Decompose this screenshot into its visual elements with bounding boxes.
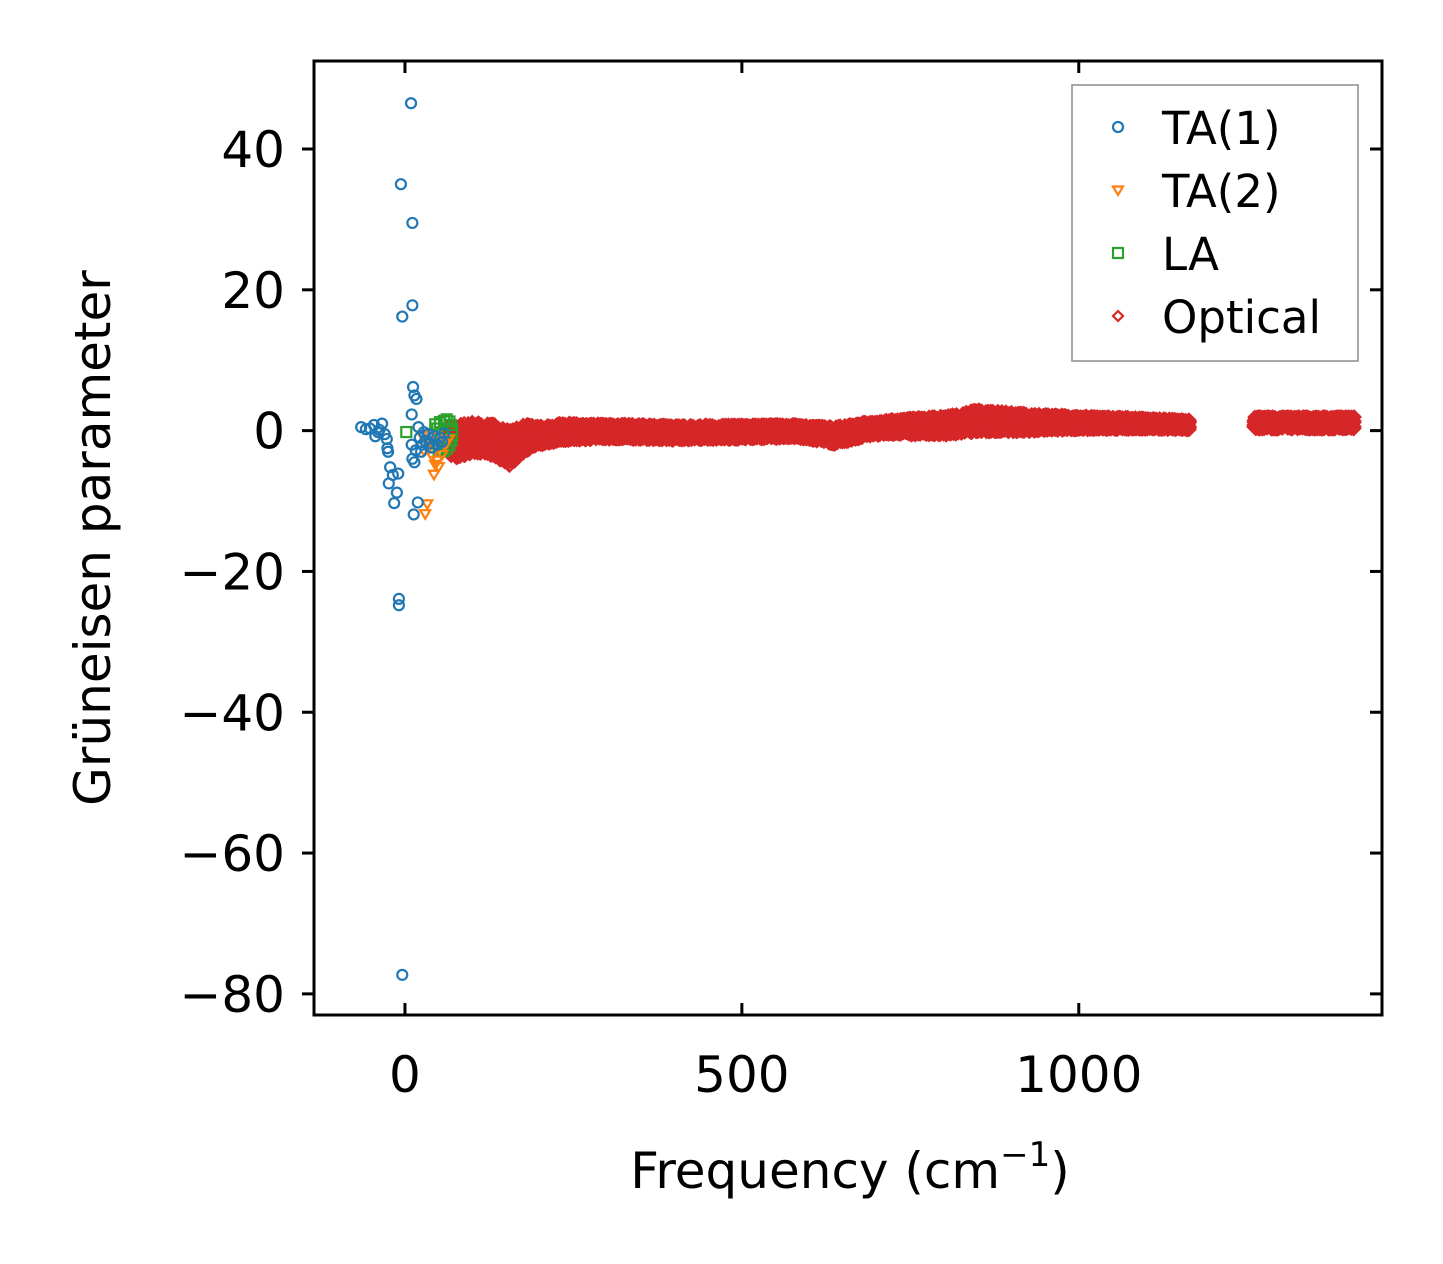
data-points <box>355 97 1362 981</box>
series-optical <box>441 402 1362 474</box>
